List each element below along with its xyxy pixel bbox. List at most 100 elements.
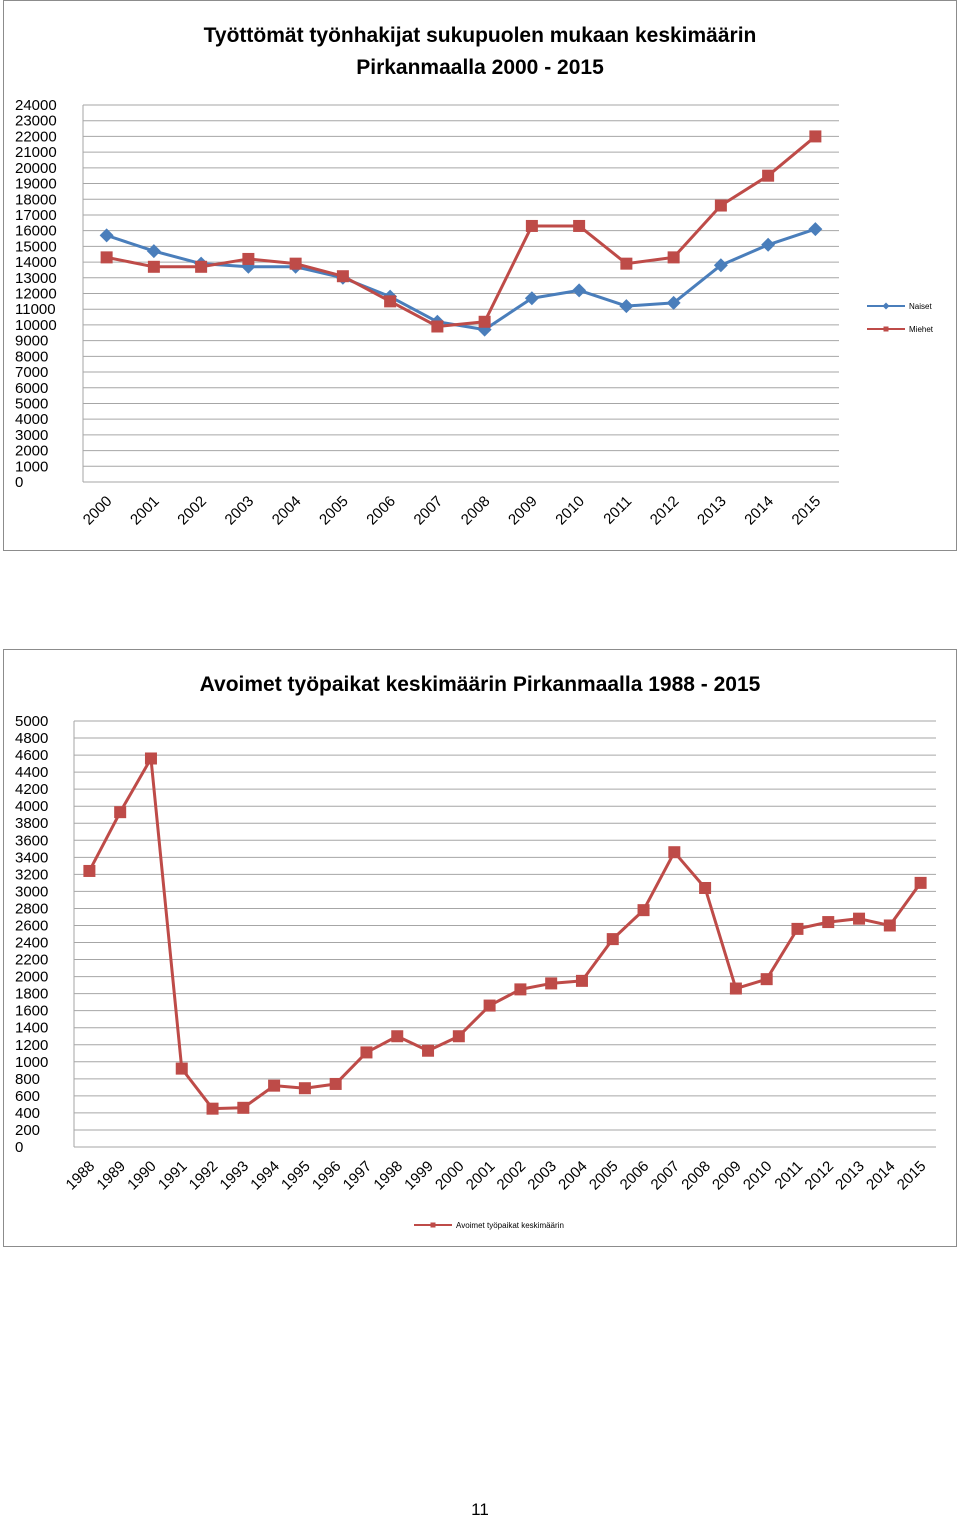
y-tick-label: 4600 [15,747,48,764]
data-point [525,219,538,232]
x-tick-label: 2005 [586,1158,622,1194]
data-point [524,291,539,306]
chart-title: Työttömät työnhakijat sukupuolen mukaan … [204,24,757,47]
x-tick-label: 2015 [789,493,825,529]
data-point [268,1079,281,1092]
data-point [667,251,680,264]
y-tick-label: 19000 [15,176,57,193]
y-tick-label: 15000 [15,238,57,255]
data-point [391,1030,404,1043]
y-tick-label: 11000 [15,301,56,318]
data-point [914,876,927,889]
data-point [666,295,681,310]
y-tick-label: 2800 [15,900,48,917]
data-point [808,222,823,237]
data-point [714,199,727,212]
y-tick-label: 21000 [15,144,57,161]
chart-frame-unemployed: Työttömät työnhakijat sukupuolen mukaan … [3,0,957,551]
data-point [478,315,491,328]
y-tick-label: 1800 [15,986,48,1003]
data-point [99,228,114,243]
y-tick-label: 2600 [15,917,48,934]
x-tick-label: 2004 [269,493,305,529]
data-point [100,251,113,264]
data-point [206,1102,219,1115]
data-point [114,806,127,819]
data-point [762,169,775,182]
data-point [699,881,712,894]
x-tick-label: 2011 [600,493,635,528]
data-point [147,260,160,273]
data-point [809,130,822,143]
y-tick-label: 4400 [15,764,48,781]
y-tick-label: 2000 [15,969,48,986]
y-tick-label: 23000 [15,113,57,130]
y-tick-label: 14000 [15,254,57,271]
y-tick-label: 6000 [15,380,48,397]
y-tick-label: 5000 [15,395,48,412]
y-tick-label: 3400 [15,849,48,866]
y-tick-label: 1000 [15,458,48,475]
chart-title: Avoimet työpaikat keskimäärin Pirkanmaal… [200,673,761,696]
y-tick-label: 9000 [15,333,48,350]
x-tick-label: 2004 [555,1158,591,1194]
series-line-0 [106,227,816,332]
y-tick-label: 12000 [15,286,57,303]
legend-marker [430,1222,436,1228]
y-tick-label: 400 [15,1105,40,1122]
x-tick-label: 1990 [124,1158,160,1194]
x-tick-label: 1991 [155,1158,191,1194]
y-tick-label: 7000 [15,364,48,381]
y-tick-label: 20000 [15,160,57,177]
x-tick-label: 1989 [93,1158,129,1194]
data-point [761,237,776,252]
x-tick-label: 2007 [411,493,447,529]
data-point [853,912,866,925]
data-point [729,982,742,995]
x-tick-label: 1998 [370,1158,406,1194]
y-tick-label: 5000 [15,713,48,730]
data-point [242,252,255,265]
x-tick-label: 2008 [458,493,494,529]
y-tick-label: 4000 [15,411,48,428]
data-point [195,260,208,273]
data-point [822,916,835,929]
data-point [637,904,650,917]
data-point [514,983,527,996]
x-tick-label: 2006 [363,493,399,529]
data-point [146,244,161,259]
x-tick-label: 2015 [894,1158,930,1194]
x-tick-label: 2008 [678,1158,714,1194]
data-point [791,922,804,935]
chart-frame-vacancies: Avoimet työpaikat keskimäärin Pirkanmaal… [3,649,957,1247]
x-tick-label: 1996 [309,1158,345,1194]
y-tick-label: 0 [15,1139,23,1156]
y-tick-label: 3200 [15,866,48,883]
y-tick-label: 0 [15,474,23,491]
data-point [883,919,896,932]
data-point [575,974,588,987]
data-point [237,1101,250,1114]
x-tick-label: 2001 [463,1158,499,1194]
chart-open-vacancies: Avoimet työpaikat keskimäärin Pirkanmaal… [15,673,936,1230]
data-point [545,977,558,990]
data-point [713,258,728,273]
data-point [83,864,96,877]
x-tick-label: 2010 [552,493,588,529]
data-point [572,283,587,298]
x-tick-label: 1999 [401,1158,437,1194]
y-tick-label: 22000 [15,128,57,145]
data-point [422,1044,435,1057]
legend-label: Miehet [909,325,934,334]
y-tick-label: 16000 [15,223,57,240]
y-tick-label: 4200 [15,781,48,798]
y-tick-label: 3000 [15,883,48,900]
x-tick-label: 1994 [247,1158,283,1194]
x-tick-label: 2014 [863,1158,899,1194]
x-tick-label: 1992 [186,1158,222,1194]
x-tick-label: 2009 [505,493,541,529]
data-point [431,320,444,333]
data-point [384,295,397,308]
data-point [329,1077,342,1090]
x-tick-label: 2005 [316,493,352,529]
